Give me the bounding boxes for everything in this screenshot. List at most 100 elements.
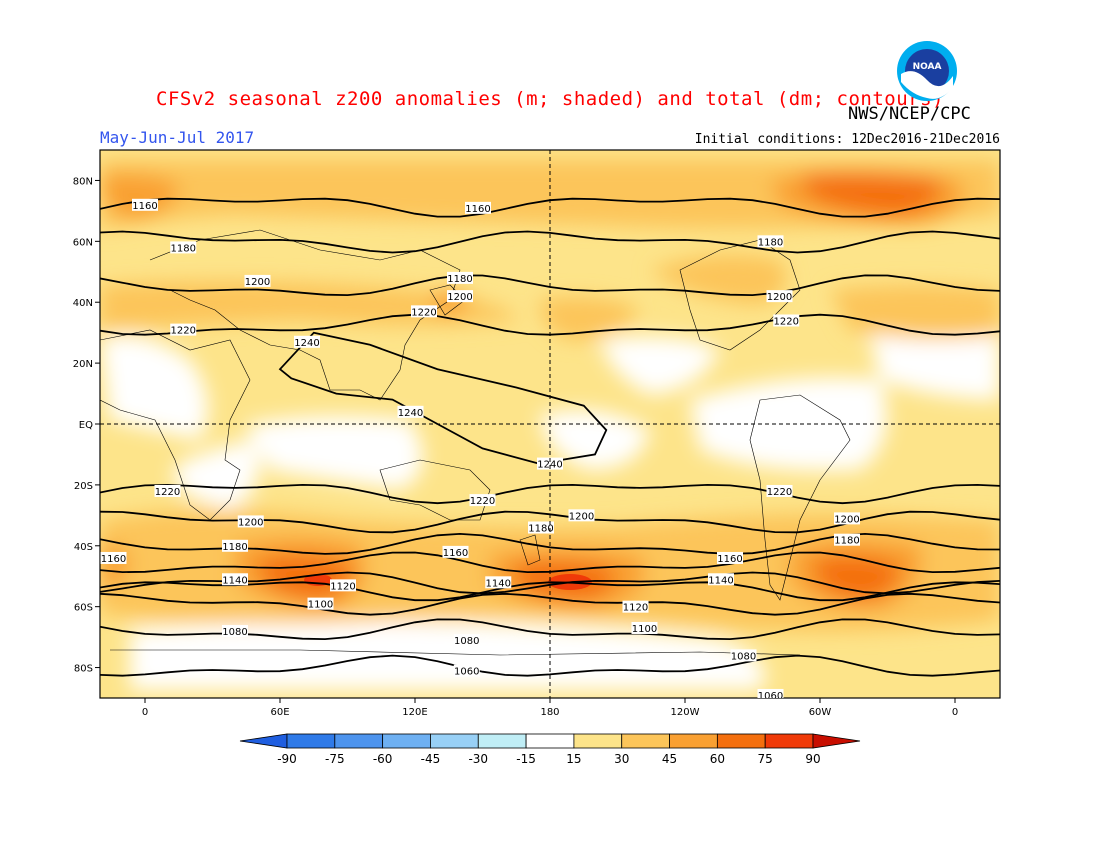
contour-label: 1200 <box>767 292 792 303</box>
contour-label: 1220 <box>171 326 196 337</box>
contour-label-bg <box>757 235 784 248</box>
contour-label-bg <box>453 634 480 647</box>
longitude-axis: 0 60E 120E 180 120W 60W 0 <box>142 698 958 718</box>
colorbar-arrow-high <box>812 733 861 749</box>
colorbar-box <box>286 733 336 749</box>
lat-tick-label: 60S <box>74 603 93 614</box>
contour-1240 <box>278 331 608 465</box>
contour-label-bg <box>170 241 197 254</box>
contour-label: 1200 <box>245 277 270 288</box>
lon-tick-label: 120E <box>402 707 427 718</box>
contour-label: 1160 <box>717 554 742 565</box>
colorbar-box <box>382 733 431 749</box>
colorbar-label: -75 <box>325 752 345 766</box>
colorbar-label: 30 <box>614 752 629 766</box>
contour-label: 1200 <box>447 292 472 303</box>
contour-label-bg <box>222 573 248 586</box>
contour-label: 1220 <box>767 487 792 498</box>
contour-label-bg <box>453 664 480 677</box>
contour-label: 1220 <box>470 496 495 507</box>
lon-tick-label: 60E <box>270 707 289 718</box>
contour-label-bg <box>485 576 512 589</box>
contour-label: 1220 <box>774 316 799 327</box>
contour-label: 1180 <box>758 237 783 248</box>
colorbar-box <box>764 733 814 749</box>
lat-tick-label: 20N <box>73 359 93 370</box>
colorbar-box <box>573 733 623 749</box>
lon-tick-label: 120W <box>671 707 700 718</box>
colorbar: -90 -75 -60 -45 -30 -15 15 30 45 60 75 90 <box>239 733 861 766</box>
initial-conditions: Initial conditions: 12Dec2016-21Dec2016 <box>694 132 1000 147</box>
contour-label: 1140 <box>708 575 733 586</box>
contour-label: 1140 <box>222 575 247 586</box>
colorbar-label: 45 <box>662 752 677 766</box>
colorbar-label: 60 <box>710 752 725 766</box>
contour-label-bg <box>100 551 127 564</box>
contour-label: 1080 <box>454 636 479 647</box>
lat-tick-label: 40S <box>74 542 93 553</box>
map-title: CFSv2 seasonal z200 anomalies (m; shaded… <box>156 88 944 110</box>
contour-label: 1080 <box>731 651 756 662</box>
contour-label: 1060 <box>758 691 783 702</box>
contour-label: 1100 <box>632 624 657 635</box>
contour-label: 1080 <box>222 627 247 638</box>
contour-label: 1180 <box>834 536 859 547</box>
contour-label-bg <box>397 405 424 418</box>
colorbar-box <box>477 733 527 749</box>
contour-label-bg <box>528 521 554 534</box>
lat-tick-label: 80N <box>73 176 93 187</box>
lat-tick-label: 20S <box>74 481 93 492</box>
contour-label-bg <box>244 274 271 287</box>
contour-label: 1160 <box>465 204 490 215</box>
contour-label-bg <box>622 600 649 613</box>
colorbar-label: -60 <box>373 752 393 766</box>
contour-1060 <box>100 654 1000 677</box>
contour-label-bg <box>469 494 496 507</box>
contour-label-bg <box>757 688 784 698</box>
contour-label-bg <box>766 484 793 497</box>
contour-label: 1200 <box>569 511 594 522</box>
contour-labels: 1160 1160 1180 1180 1180 1200 1200 1200 1220 1220… <box>100 198 860 702</box>
contour-label: 1120 <box>330 581 355 592</box>
logo-text: NOAA <box>913 62 942 72</box>
contour-label-bg <box>717 551 743 564</box>
contour-label-bg <box>222 625 248 638</box>
contour-label: 1140 <box>486 578 511 589</box>
colorbar-box <box>525 733 575 749</box>
contour-label-bg <box>307 597 334 610</box>
contour-label-bg <box>773 314 800 327</box>
colorbar-box <box>430 733 479 749</box>
colorbar-label: -30 <box>468 752 488 766</box>
lat-tick-label: EQ <box>79 420 93 431</box>
colorbar-label: -15 <box>516 752 536 766</box>
contour-label-bg <box>568 509 595 522</box>
agency-label: NWS/NCEP/CPC <box>848 104 971 124</box>
contour-label: 1180 <box>528 524 553 535</box>
colorbar-label: 15 <box>566 752 581 766</box>
contour-label: 1160 <box>132 201 157 212</box>
contour-label-bg <box>834 512 860 525</box>
colorbar-box <box>669 733 718 749</box>
contour-label: 1120 <box>623 603 648 614</box>
lon-tick-label: 180 <box>540 707 559 718</box>
contour-label-bg <box>834 533 860 546</box>
noaa-logo-icon: NOAA <box>897 41 957 101</box>
contour-label-bg <box>170 323 197 336</box>
contour-label-bg <box>708 573 734 586</box>
contour-label-bg <box>447 290 473 303</box>
colorbar-label: 90 <box>805 752 820 766</box>
contour-label: 1180 <box>447 274 472 285</box>
colorbar-box <box>716 733 766 749</box>
contour-label: 1240 <box>398 408 423 419</box>
lon-tick-label: 60W <box>809 707 832 718</box>
colorbar-arrow-low <box>239 733 288 749</box>
colorbar-box <box>621 733 670 749</box>
colorbar-label: -45 <box>421 752 441 766</box>
contour-label-bg <box>222 539 248 552</box>
contour-label: 1220 <box>411 307 436 318</box>
contour-label-bg <box>465 201 491 214</box>
contour-label-bg <box>154 484 181 497</box>
contour-label-bg <box>237 515 264 528</box>
contour-label: 1060 <box>454 667 479 678</box>
